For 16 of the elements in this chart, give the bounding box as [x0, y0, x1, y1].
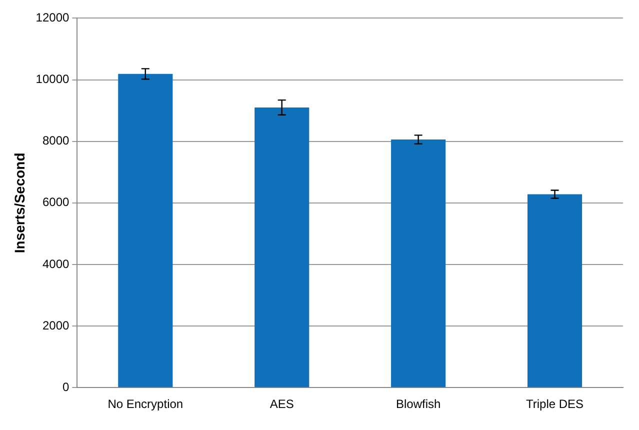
y-tick-label: 6000: [42, 195, 70, 210]
y-tick-label: 0: [62, 380, 70, 394]
y-tick-label: 2000: [42, 318, 70, 332]
bar: [118, 74, 173, 388]
y-axis-title: Inserts/Second: [11, 152, 28, 254]
bar: [391, 139, 446, 388]
y-tick-label: 8000: [42, 134, 70, 148]
bar: [527, 194, 582, 388]
x-tick-label: Blowfish: [396, 397, 441, 412]
x-tick-label: AES: [270, 397, 294, 412]
y-tick-label: 4000: [42, 256, 70, 271]
x-tick-label: No Encryption: [108, 397, 184, 412]
bar: [254, 107, 310, 388]
y-tick-label: 12000: [36, 10, 70, 25]
y-tick-label: 10000: [36, 72, 70, 86]
x-tick-label: Triple DES: [526, 397, 584, 412]
